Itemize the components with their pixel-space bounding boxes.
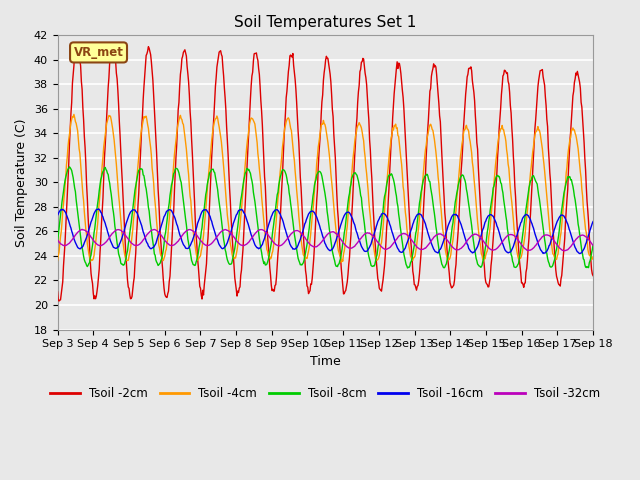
Legend: Tsoil -2cm, Tsoil -4cm, Tsoil -8cm, Tsoil -16cm, Tsoil -32cm: Tsoil -2cm, Tsoil -4cm, Tsoil -8cm, Tsoi… (45, 383, 605, 405)
X-axis label: Time: Time (310, 355, 340, 368)
Text: VR_met: VR_met (74, 46, 124, 59)
Y-axis label: Soil Temperature (C): Soil Temperature (C) (15, 118, 28, 247)
Title: Soil Temperatures Set 1: Soil Temperatures Set 1 (234, 15, 417, 30)
